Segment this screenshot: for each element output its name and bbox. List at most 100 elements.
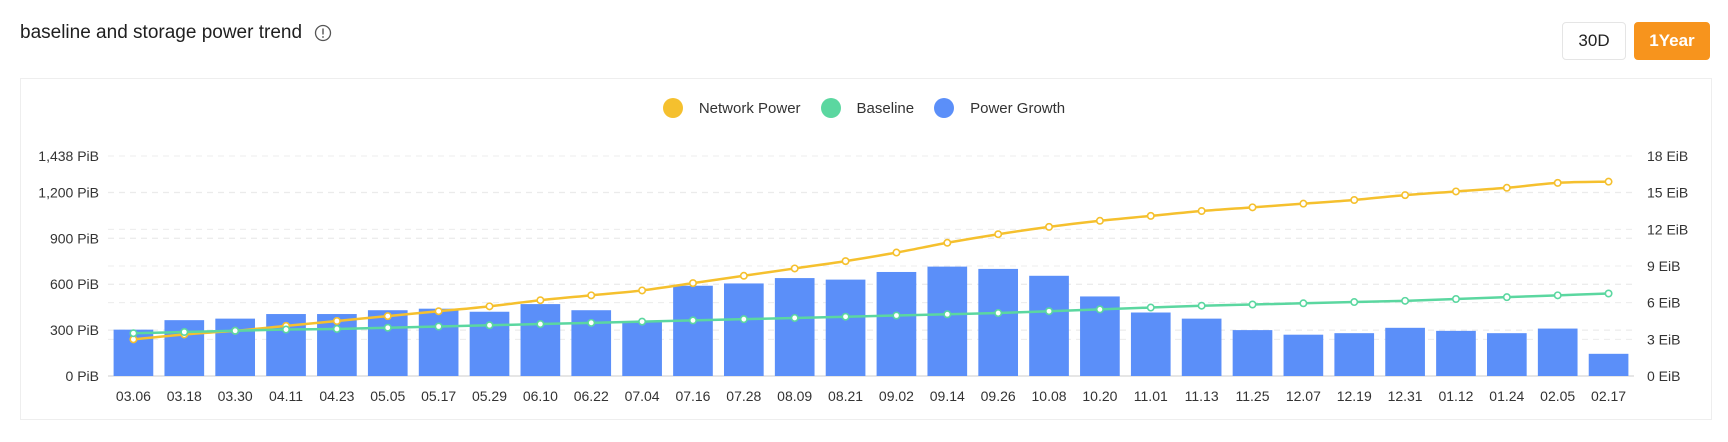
baseline-point [1146, 303, 1155, 312]
power-growth-bar [723, 283, 764, 376]
x-axis-tick-label: 08.09 [777, 388, 812, 404]
power-growth-bar [1130, 312, 1171, 376]
x-axis-tick-label: 12.31 [1388, 388, 1423, 404]
power-growth-bar [1588, 353, 1629, 376]
legend-label-network-power: Network Power [698, 99, 801, 117]
chart-title-text: baseline and storage power trend [20, 22, 303, 43]
left-axis-tick-label: 600 PiB [50, 276, 99, 292]
baseline-point [1451, 294, 1460, 303]
network-power-point [1401, 191, 1410, 200]
x-axis-tick-label: 07.28 [726, 388, 761, 404]
range-toggle: 30D 1Year [1562, 22, 1710, 60]
network-power-point [434, 307, 443, 316]
baseline-point [282, 325, 291, 334]
right-axis-tick-label: 3 EiB [1647, 331, 1680, 347]
x-axis-tick-label: 05.05 [370, 388, 405, 404]
power-growth-bar [1232, 330, 1273, 376]
baseline-point [688, 316, 697, 325]
power-growth-bar [1334, 333, 1375, 376]
power-growth-bar [876, 271, 917, 376]
network-power-point [332, 316, 341, 325]
network-power-point [1451, 187, 1460, 196]
power-growth-bar [1181, 318, 1222, 376]
chart-title: baseline and storage power trend [20, 22, 332, 44]
chart-card [20, 78, 1712, 420]
power-growth-bar [367, 310, 408, 376]
right-axis-tick-label: 12 EiB [1647, 221, 1688, 237]
left-axis-tick-label: 300 PiB [50, 322, 99, 338]
x-axis-tick-label: 12.19 [1337, 388, 1372, 404]
baseline-point [1553, 291, 1562, 300]
right-axis-tick-label: 15 EiB [1647, 185, 1688, 201]
x-axis-tick-label: 05.29 [472, 388, 507, 404]
x-axis-tick-label: 10.08 [1032, 388, 1067, 404]
x-axis-tick-label: 01.12 [1438, 388, 1473, 404]
power-growth-bar [520, 304, 561, 376]
network-power-point [638, 286, 647, 295]
baseline-point [994, 309, 1003, 318]
x-axis-tick-label: 03.06 [116, 388, 151, 404]
baseline-point [587, 318, 596, 327]
power-growth-bar [418, 308, 459, 376]
x-axis-tick-label: 01.24 [1489, 388, 1524, 404]
legend-label-baseline: Baseline [856, 99, 915, 117]
baseline-point [892, 311, 901, 320]
network-power-point [1248, 203, 1257, 212]
power-growth-bar [1436, 330, 1476, 376]
baseline-point [485, 321, 494, 330]
baseline-point [1095, 305, 1104, 314]
network-power-point [892, 248, 901, 257]
baseline-line [133, 292, 1609, 335]
legend-dot-baseline [820, 98, 841, 118]
baseline-point [1350, 298, 1359, 307]
x-axis-tick-label: 11.01 [1134, 388, 1168, 404]
range-30d-button[interactable]: 30D [1562, 22, 1626, 60]
baseline-point [739, 315, 748, 324]
legend-item-power-growth[interactable]: Power Growth [934, 98, 1065, 118]
baseline-point [1045, 307, 1054, 316]
power-growth-bar [1537, 328, 1578, 376]
x-axis-tick-label: 12.07 [1286, 388, 1321, 404]
x-axis-tick-label: 02.17 [1591, 388, 1626, 404]
x-axis-tick-label: 04.11 [269, 388, 303, 404]
power-growth-bar [1486, 333, 1527, 376]
legend-item-network-power[interactable]: Network Power [662, 98, 801, 118]
x-axis-tick-label: 06.22 [574, 388, 609, 404]
baseline-point [841, 312, 850, 321]
network-power-point [1095, 216, 1104, 225]
power-growth-bar [1029, 275, 1069, 376]
baseline-point [1502, 293, 1511, 302]
network-power-point [536, 296, 545, 305]
baseline-point [1604, 289, 1613, 298]
network-power-point [841, 257, 850, 266]
info-circle-icon[interactable] [314, 24, 332, 42]
network-power-point [1045, 222, 1054, 231]
power-growth-bar [1385, 327, 1425, 376]
x-axis-tick-label: 11.25 [1236, 388, 1270, 404]
network-power-point [587, 291, 596, 300]
network-power-line [133, 180, 1609, 341]
power-growth-bar [1283, 334, 1324, 376]
range-1year-button[interactable]: 1Year [1634, 22, 1710, 60]
baseline-point [943, 310, 952, 319]
baseline-point [332, 324, 341, 333]
x-axis-tick-label: 08.21 [828, 388, 863, 404]
chart-legend: Network Power Baseline Power Growth [0, 98, 1728, 118]
power-growth-bar [927, 266, 968, 376]
legend-item-baseline[interactable]: Baseline [820, 98, 915, 118]
x-axis-tick-label: 02.05 [1540, 388, 1575, 404]
x-axis-tick-label: 05.17 [421, 388, 456, 404]
x-axis-tick-label: 06.10 [523, 388, 558, 404]
x-axis-tick-label: 09.14 [930, 388, 965, 404]
network-power-point [790, 264, 799, 273]
baseline-point [536, 320, 545, 329]
right-axis-tick-label: 9 EiB [1647, 258, 1680, 274]
baseline-point [383, 323, 392, 332]
power-growth-bar [622, 321, 662, 376]
baseline-point [638, 317, 647, 326]
network-power-point [485, 302, 494, 311]
power-growth-bar [774, 278, 815, 376]
x-axis-tick-label: 07.16 [675, 388, 710, 404]
baseline-point [1299, 299, 1308, 308]
right-axis-tick-label: 0 EiB [1647, 368, 1680, 384]
